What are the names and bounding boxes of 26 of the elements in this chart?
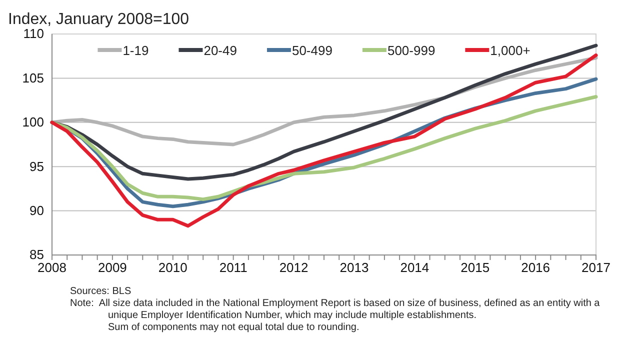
source-note: Sources: BLS xyxy=(70,286,132,297)
text: Note: All size data included in the National Employment Report is based on size of business, defined as an entity with a xyxy=(70,298,600,309)
x-tick-label: 2014 xyxy=(400,260,430,276)
y-tick-label: 90 xyxy=(30,202,44,218)
text: unique Employer Identification Number, which may include multiple establishments. xyxy=(108,310,477,321)
legend-label: 1,000+ xyxy=(490,43,530,58)
x-tick-label: 2008 xyxy=(38,260,66,276)
x-tick-label: 2012 xyxy=(279,260,308,276)
y-tick-label: 100 xyxy=(22,114,44,130)
x-tick-label: 2017 xyxy=(582,260,610,276)
y-tick-label: 105 xyxy=(22,70,44,86)
legend-label: 500-999 xyxy=(387,43,436,58)
x-tick-label: 2016 xyxy=(521,260,550,276)
y-tick-label: 85 xyxy=(30,247,44,262)
x-tick-label: 2010 xyxy=(158,260,188,276)
x-tick-label: 2011 xyxy=(219,260,248,276)
legend-label: 1-19 xyxy=(122,43,149,58)
legend-label: 50-499 xyxy=(292,43,332,58)
chart-title: Index, January 2008=100 xyxy=(8,11,190,28)
legend-label: 20-49 xyxy=(204,43,237,58)
x-tick-label: 2013 xyxy=(340,260,369,276)
x-tick-label: 2009 xyxy=(98,260,127,276)
x-tick-label: 2015 xyxy=(460,260,490,276)
text: Sum of components may not equal total due to rounding. xyxy=(108,322,360,333)
y-tick-label: 95 xyxy=(30,158,44,174)
y-tick-label: 110 xyxy=(23,26,44,42)
